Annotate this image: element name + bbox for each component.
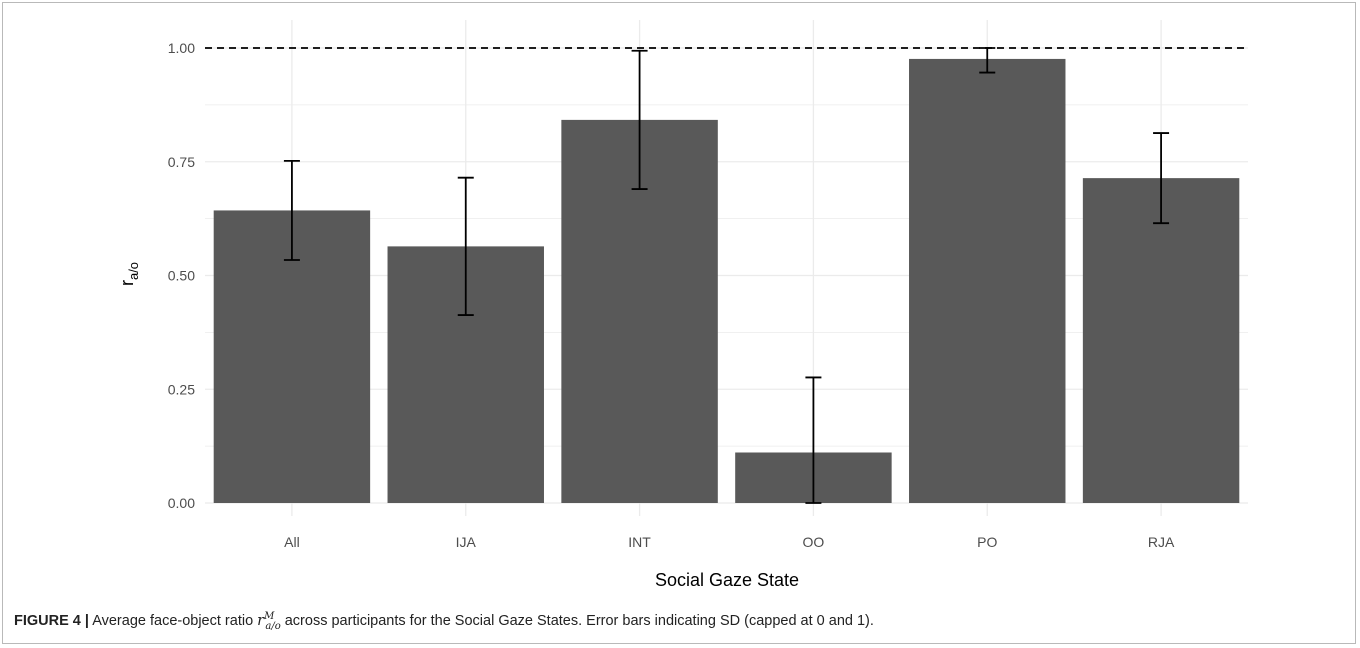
svg-text:ra/o: ra/o	[117, 262, 141, 286]
error-bar-rja	[1153, 132, 1170, 225]
x-tick-label: OO	[803, 534, 825, 550]
x-tick-label: INT	[628, 534, 651, 550]
x-tick-label: IJA	[456, 534, 477, 550]
caption-math: rMa/o	[257, 611, 281, 632]
y-tick-label: 0.50	[168, 268, 195, 284]
x-tick-labels: All IJA INT OO PO RJA	[284, 534, 1175, 550]
bars	[213, 58, 1240, 504]
error-bar-oo	[805, 376, 822, 504]
y-tick-labels: 0.00 0.25 0.50 0.75 1.00	[168, 40, 195, 511]
caption-text-before: Average face-object ratio	[88, 612, 258, 629]
y-axis-title-main: r	[117, 280, 137, 286]
y-tick-label: 0.00	[168, 495, 195, 511]
x-axis-title: Social Gaze State	[655, 570, 799, 590]
x-tick-label: All	[284, 534, 300, 550]
bar-po	[909, 58, 1066, 504]
bar-chart: 0.00 0.25 0.50 0.75 1.00 All IJA INT OO PO RJA So…	[117, 20, 1248, 590]
grid-minor	[205, 104, 1248, 447]
error-bar-ija	[457, 176, 474, 316]
figure-caption: FIGURE 4 | Average face-object ratio rMa…	[14, 611, 1344, 632]
error-bar-po	[979, 47, 996, 74]
x-tick-label: PO	[977, 534, 997, 550]
error-bar-all	[283, 159, 300, 261]
error-bars	[283, 47, 1170, 504]
caption-text-after: across participants for the Social Gaze …	[280, 612, 874, 629]
y-axis-title-sub: a/o	[126, 262, 141, 280]
bar-rja	[1082, 178, 1240, 503]
y-tick-label: 0.75	[168, 154, 195, 170]
caption-label: FIGURE 4 |	[14, 612, 89, 629]
y-tick-label: 1.00	[168, 40, 195, 56]
error-bar-int	[631, 49, 648, 190]
y-axis-title: ra/o	[117, 262, 141, 286]
x-tick-label: RJA	[1148, 534, 1175, 550]
y-tick-label: 0.25	[168, 381, 195, 397]
